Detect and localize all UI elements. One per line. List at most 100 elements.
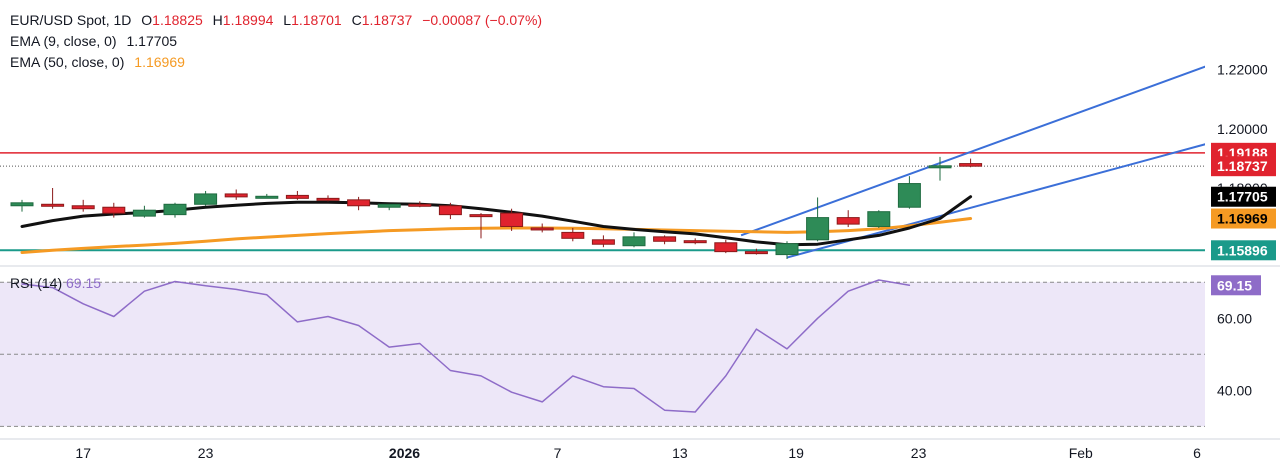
candle bbox=[897, 176, 921, 209]
candle-body bbox=[714, 242, 738, 253]
candle bbox=[591, 235, 615, 248]
rsi-tag-bg bbox=[1211, 275, 1261, 296]
candle-body bbox=[224, 193, 248, 198]
ema50-tag-bg bbox=[1211, 208, 1276, 229]
price-tick-label: 1.20000 bbox=[1217, 121, 1268, 137]
low-label: L bbox=[283, 12, 292, 28]
open-label: O bbox=[141, 12, 153, 28]
candle bbox=[500, 208, 524, 231]
candle-body bbox=[959, 163, 983, 167]
candle-body bbox=[285, 194, 309, 199]
rsi-tick-label: 60.00 bbox=[1217, 310, 1252, 326]
candle-body bbox=[469, 214, 493, 218]
candle bbox=[255, 193, 279, 199]
rsi-tag: 69.15 bbox=[1217, 277, 1252, 293]
time-tick-label: 23 bbox=[198, 445, 214, 461]
time-tick-label: 13 bbox=[672, 445, 688, 461]
candle-body bbox=[102, 206, 126, 214]
time-tick-label: 6 bbox=[1193, 445, 1201, 461]
time-tick-label: 7 bbox=[554, 445, 562, 461]
rsi-label: RSI (14) bbox=[10, 275, 63, 291]
candle-body bbox=[744, 251, 768, 255]
high-label: H bbox=[212, 12, 223, 28]
candle bbox=[347, 196, 371, 211]
candle bbox=[71, 199, 95, 212]
rsi-legend: RSI (14) 69.15 bbox=[10, 275, 101, 291]
candle-body bbox=[806, 217, 830, 241]
candle-body bbox=[653, 236, 677, 242]
support-tag-bg bbox=[1211, 240, 1276, 261]
ema9-value: 1.17705 bbox=[126, 33, 178, 49]
time-tick-label: 19 bbox=[788, 445, 804, 461]
high-value: 1.18994 bbox=[222, 12, 274, 28]
ema50-label: EMA (50, close, 0) bbox=[10, 54, 125, 70]
candle-body bbox=[347, 199, 371, 207]
close-value: 1.18737 bbox=[361, 12, 413, 28]
candle-body bbox=[622, 236, 646, 247]
candle-body bbox=[408, 203, 432, 207]
candle bbox=[806, 197, 830, 242]
candle bbox=[959, 158, 983, 168]
candle-body bbox=[41, 203, 65, 207]
candle bbox=[622, 232, 646, 248]
candle bbox=[438, 202, 462, 220]
rsi-line bbox=[21, 279, 911, 413]
close-tag: 1.18737 bbox=[1217, 158, 1268, 174]
candle bbox=[132, 205, 156, 218]
ohlc-row: EUR/USD Spot, 1D O1.18825 H1.18994 L1.18… bbox=[10, 10, 542, 31]
candle-body bbox=[316, 197, 340, 201]
ema50-row: EMA (50, close, 0) 1.16969 bbox=[10, 52, 542, 73]
close-tag-bg bbox=[1211, 156, 1276, 177]
rsi-legend-value: 69.15 bbox=[66, 275, 102, 291]
candle-body bbox=[132, 209, 156, 217]
ema9-tag: 1.17705 bbox=[1217, 189, 1268, 205]
candle bbox=[469, 213, 493, 239]
close-label: C bbox=[351, 12, 362, 28]
candle bbox=[408, 201, 432, 208]
channel-upper-line bbox=[740, 65, 1205, 237]
time-tick-label: 2026 bbox=[389, 445, 420, 461]
candle bbox=[102, 202, 126, 218]
candle bbox=[285, 190, 309, 200]
candle-body bbox=[500, 212, 524, 227]
candle-body bbox=[438, 205, 462, 216]
candle-body bbox=[377, 203, 401, 208]
time-tick-label: 17 bbox=[75, 445, 91, 461]
legend: EUR/USD Spot, 1D O1.18825 H1.18994 L1.18… bbox=[10, 10, 542, 73]
candle bbox=[714, 239, 738, 254]
ema9-row: EMA (9, close, 0) 1.17705 bbox=[10, 31, 542, 52]
candle-body bbox=[591, 239, 615, 245]
candle bbox=[194, 190, 218, 206]
ema9-label: EMA (9, close, 0) bbox=[10, 33, 117, 49]
support-tag: 1.15896 bbox=[1217, 242, 1268, 258]
ema50-value: 1.16969 bbox=[134, 54, 185, 70]
price-tick-label: 1.22000 bbox=[1217, 62, 1268, 78]
candle bbox=[377, 203, 401, 211]
candle-body bbox=[897, 183, 921, 208]
candle bbox=[744, 248, 768, 255]
candle-body bbox=[194, 193, 218, 205]
candle bbox=[653, 235, 677, 245]
candle bbox=[928, 156, 952, 181]
candle bbox=[683, 238, 707, 245]
candle bbox=[10, 199, 34, 212]
candle-body bbox=[775, 243, 799, 256]
rsi-tick-label: 40.00 bbox=[1217, 382, 1252, 398]
candle bbox=[867, 210, 891, 228]
candle bbox=[561, 227, 585, 242]
open-value: 1.18825 bbox=[152, 12, 203, 28]
candle-body bbox=[255, 195, 279, 199]
candle-body bbox=[530, 227, 554, 231]
time-tick-label: Feb bbox=[1069, 445, 1093, 461]
candle-body bbox=[71, 205, 95, 210]
candle bbox=[41, 188, 65, 209]
candle-body bbox=[163, 203, 187, 216]
time-tick-label: 23 bbox=[911, 445, 927, 461]
ema9-tag-bg bbox=[1211, 186, 1276, 207]
candle bbox=[836, 210, 860, 228]
candle-body bbox=[836, 217, 860, 225]
candle-body bbox=[683, 240, 707, 244]
candle-body bbox=[561, 231, 585, 239]
